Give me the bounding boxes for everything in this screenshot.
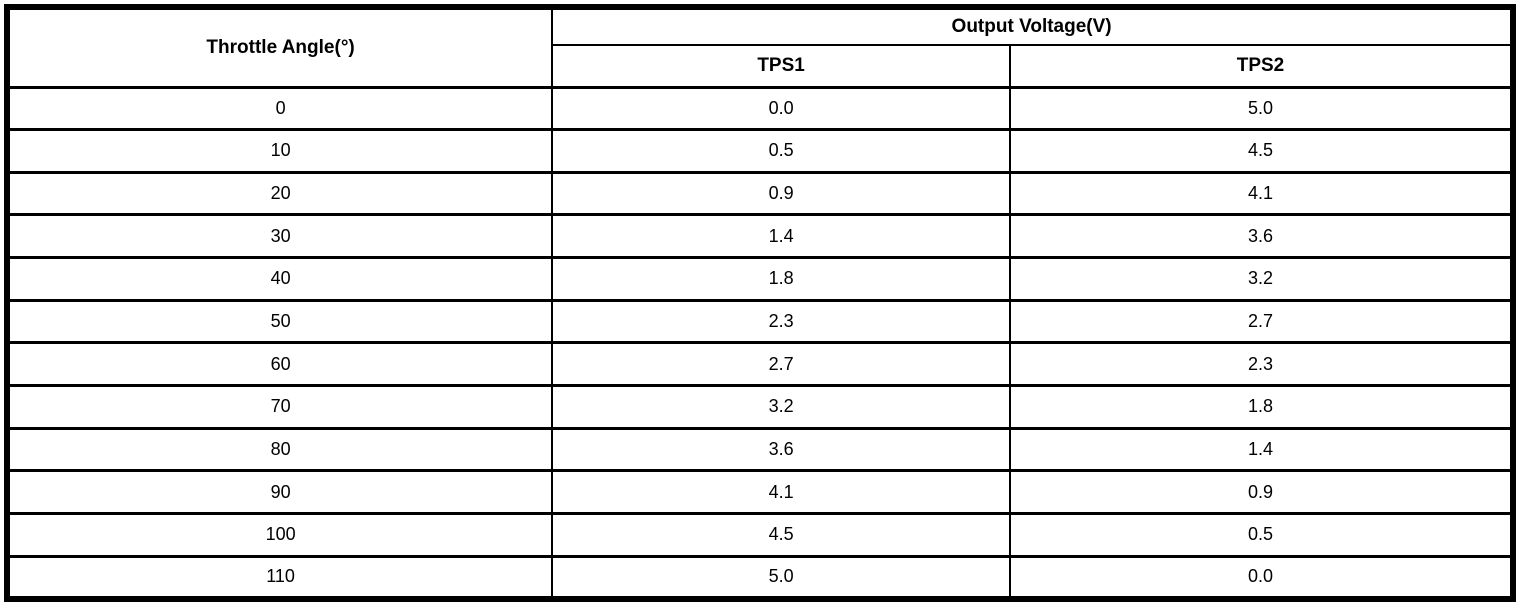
angle-cell: 20 — [5, 170, 554, 217]
tps2-cell: 5.0 — [1008, 85, 1515, 132]
tps1-cell: 3.6 — [551, 426, 1011, 473]
throttle-voltage-table: Throttle Angle(°) Output Voltage(V) TPS1… — [4, 4, 1516, 602]
tps1-cell: 1.4 — [551, 213, 1011, 260]
angle-cell: 70 — [5, 384, 554, 430]
tps2-cell: 1.4 — [1008, 426, 1515, 473]
column-header-throttle-angle: Throttle Angle(°) — [5, 6, 554, 88]
table-row: 80 3.6 1.4 — [5, 426, 1515, 473]
tps2-cell: 3.2 — [1008, 256, 1515, 302]
table-row: 70 3.2 1.8 — [5, 384, 1515, 430]
tps2-cell: 0.0 — [1008, 554, 1515, 601]
angle-cell: 90 — [5, 469, 554, 516]
tps1-cell: 0.5 — [551, 128, 1011, 174]
table-row: 10 0.5 4.5 — [5, 128, 1515, 174]
table-header: Throttle Angle(°) Output Voltage(V) TPS1… — [5, 6, 1515, 88]
header-row-group: Throttle Angle(°) Output Voltage(V) — [5, 6, 1514, 88]
tps2-cell: 0.9 — [1008, 469, 1515, 516]
tps1-cell: 4.5 — [551, 512, 1011, 558]
table-row: 60 2.7 2.3 — [5, 341, 1515, 388]
tps1-cell: 2.7 — [551, 341, 1011, 388]
tps2-cell: 4.1 — [1008, 170, 1515, 217]
tps1-cell: 4.1 — [551, 469, 1011, 516]
angle-cell: 60 — [5, 341, 554, 388]
angle-cell: 40 — [5, 256, 554, 302]
table-body: 0 0.0 5.0 10 0.5 4.5 20 0.9 4.1 30 1.4 3.6 40 1.8 3.2 5… — [5, 85, 1515, 601]
angle-cell: 10 — [5, 128, 554, 174]
tps1-cell: 1.8 — [551, 256, 1011, 302]
table-row: 50 2.3 2.7 — [5, 298, 1515, 345]
tps2-cell: 4.5 — [1008, 128, 1515, 174]
table-row: 110 5.0 0.0 — [5, 554, 1515, 601]
tps2-cell: 1.8 — [1008, 384, 1515, 430]
header-row-sub: TPS1 TPS2 — [7, 44, 1515, 88]
tps2-cell: 2.3 — [1008, 341, 1515, 388]
angle-cell: 30 — [5, 213, 554, 260]
table-row: 40 1.8 3.2 — [5, 256, 1515, 302]
tps1-cell: 0.0 — [551, 85, 1011, 132]
angle-cell: 100 — [5, 512, 554, 558]
table-row: 0 0.0 5.0 — [5, 85, 1515, 132]
table-row: 90 4.1 0.9 — [5, 469, 1515, 516]
column-header-tps2: TPS2 — [1008, 44, 1515, 88]
tps2-cell: 0.5 — [1008, 512, 1515, 558]
angle-cell: 50 — [5, 298, 554, 345]
table-row: 20 0.9 4.1 — [5, 170, 1515, 217]
table-row: 30 1.4 3.6 — [5, 213, 1515, 260]
tps1-cell: 5.0 — [551, 554, 1011, 601]
angle-cell: 110 — [5, 554, 554, 601]
angle-cell: 80 — [5, 426, 554, 473]
angle-cell: 0 — [5, 85, 554, 132]
tps1-cell: 3.2 — [551, 384, 1011, 430]
column-header-tps1: TPS1 — [551, 44, 1011, 88]
tps2-cell: 2.7 — [1008, 298, 1515, 345]
table-row: 100 4.5 0.5 — [5, 512, 1515, 558]
column-group-header-output-voltage: Output Voltage(V) — [551, 6, 1514, 46]
throttle-voltage-table-container: Throttle Angle(°) Output Voltage(V) TPS1… — [4, 4, 1516, 602]
tps1-cell: 0.9 — [551, 170, 1011, 217]
tps2-cell: 3.6 — [1008, 213, 1515, 260]
tps1-cell: 2.3 — [551, 298, 1011, 345]
